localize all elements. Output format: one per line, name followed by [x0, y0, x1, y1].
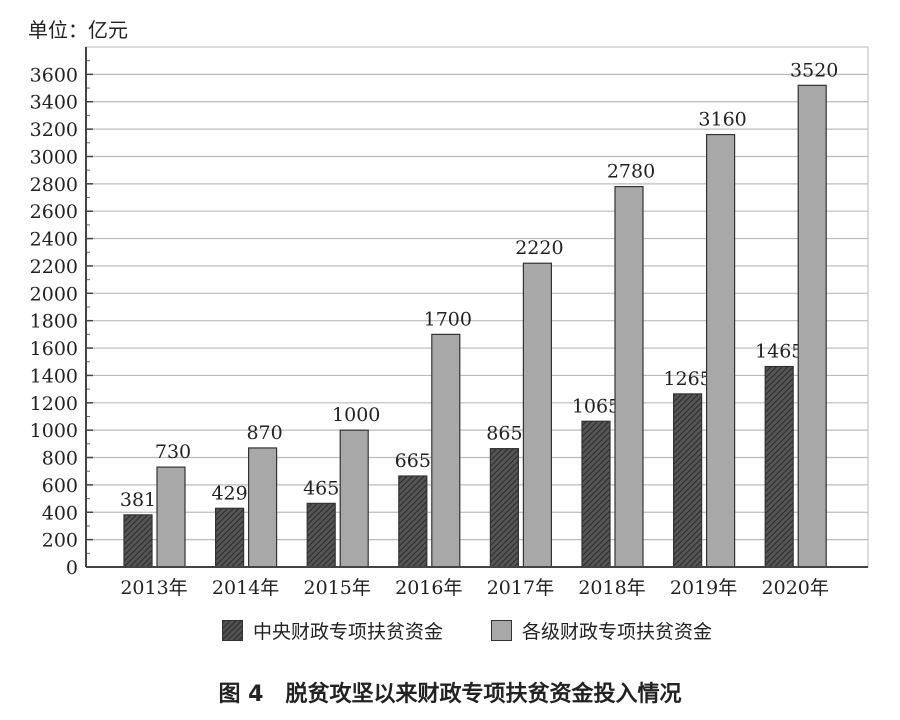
- legend-item-central: 中央财政专项扶贫资金: [222, 617, 443, 644]
- y-tick-label: 1200: [30, 393, 78, 415]
- bar-value-label: 1265: [663, 368, 711, 390]
- bar-all-levels: [522, 262, 553, 568]
- bar-value-label: 865: [486, 423, 522, 445]
- legend-swatch-dark: [222, 620, 243, 641]
- bar-all-levels: [705, 133, 736, 568]
- bar-central: [764, 365, 794, 568]
- y-tick-label: 2800: [30, 174, 78, 196]
- y-tick-label: 0: [66, 557, 78, 579]
- legend-label: 各级财政专项扶贫资金: [522, 621, 713, 643]
- bar-central: [489, 448, 519, 568]
- bar-central: [306, 502, 336, 568]
- bar-value-label: 3160: [698, 109, 746, 131]
- bar-value-label: 465: [303, 477, 339, 499]
- y-tick-label: 3200: [30, 119, 78, 141]
- y-tick-label: 200: [42, 530, 78, 552]
- y-tick-label: 2400: [30, 229, 78, 251]
- y-tick-label: 2000: [30, 283, 78, 305]
- x-tick-label: 2020年: [762, 577, 829, 599]
- y-tick-label: 2600: [30, 201, 78, 223]
- x-tick-label: 2019年: [670, 577, 737, 599]
- bar-all-levels: [431, 333, 461, 568]
- y-tick-label: 1600: [30, 338, 78, 360]
- y-tick-label: 3000: [30, 146, 78, 168]
- bar-value-label: 1465: [755, 341, 803, 363]
- bar-value-label: 2220: [515, 237, 563, 259]
- bar-central: [215, 507, 245, 568]
- y-tick-label: 3400: [30, 92, 78, 114]
- bar-all-levels: [614, 185, 644, 568]
- bar-value-label: 1065: [572, 395, 620, 417]
- bar-value-label: 3520: [790, 59, 838, 81]
- legend-label: 中央财政专项扶贫资金: [253, 621, 444, 643]
- figure-caption: 图 4 脱贫攻坚以来财政专项扶贫资金投入情况: [218, 682, 682, 707]
- bar-value-label: 870: [246, 422, 282, 444]
- y-tick-label: 1400: [30, 365, 78, 387]
- x-tick-label: 2016年: [395, 577, 462, 599]
- bar-all-levels: [339, 429, 369, 568]
- bar-central: [672, 393, 703, 568]
- x-tick-label: 2014年: [212, 577, 279, 599]
- x-tick-label: 2017年: [487, 577, 554, 599]
- bar-value-label: 381: [120, 489, 156, 511]
- bar-all-levels: [248, 447, 278, 568]
- y-tick-label: 1800: [30, 311, 78, 333]
- bar-all-levels: [797, 84, 827, 568]
- y-tick-label: 1000: [30, 420, 78, 442]
- bar-all-levels: [156, 466, 186, 568]
- y-tick-label: 800: [42, 448, 78, 470]
- y-tick-label: 3600: [30, 64, 78, 86]
- y-tick-label: 2200: [30, 256, 78, 278]
- x-tick-label: 2015年: [304, 577, 371, 599]
- legend-swatch-gray: [491, 620, 513, 641]
- y-tick-label: 400: [42, 502, 78, 524]
- bar-central: [123, 514, 153, 568]
- bar-value-label: 730: [155, 441, 191, 463]
- legend-item-all-levels: 各级财政专项扶贫资金: [491, 617, 712, 644]
- y-tick-label: 600: [42, 475, 78, 497]
- x-tick-label: 2018年: [578, 577, 645, 599]
- bar-value-label: 1000: [332, 404, 380, 426]
- bar-value-label: 429: [211, 482, 247, 504]
- legend: 中央财政专项扶贫资金 各级财政专项扶贫资金: [222, 617, 760, 644]
- bar-central: [398, 475, 428, 568]
- x-tick-label: 2013年: [120, 577, 187, 599]
- bar-value-label: 665: [395, 450, 431, 472]
- bar-value-label: 2780: [607, 161, 655, 183]
- unit-label: 单位：亿元: [28, 18, 128, 42]
- bar-central: [581, 420, 611, 568]
- bar-value-label: 1700: [424, 308, 472, 330]
